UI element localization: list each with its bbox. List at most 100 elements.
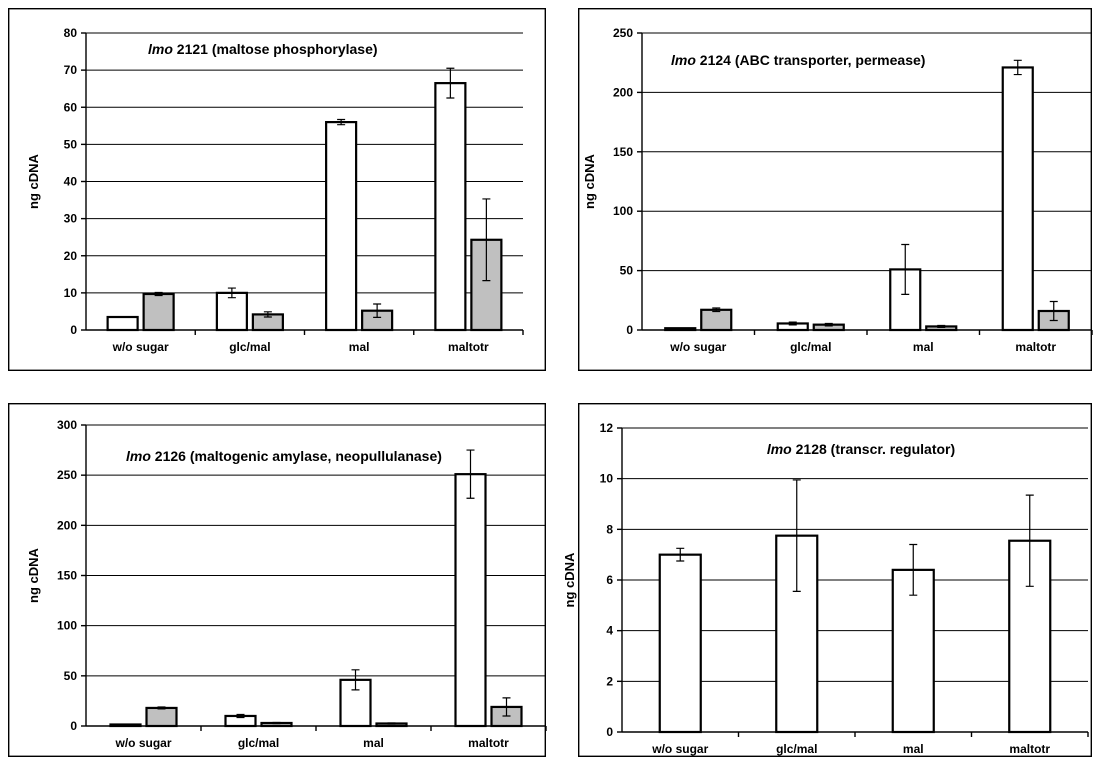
error-bar [502, 697, 511, 717]
bar [700, 308, 733, 332]
error-bar [157, 706, 166, 710]
error-bar [337, 118, 346, 126]
y-tick-label: 0 [70, 719, 77, 733]
x-category-label: mal [903, 742, 924, 756]
y-axis-label: ng cDNA [26, 153, 41, 209]
chart-title: lmo 2126 (maltogenic amylase, neopullula… [126, 448, 442, 464]
y-tick-label: 100 [57, 619, 77, 633]
x-category-label: maltotr [1009, 742, 1050, 756]
error-bar [154, 291, 163, 297]
x-category-label: mal [349, 340, 370, 354]
y-tick-label: 300 [57, 418, 77, 432]
chart-panel-lmo2126: 0 50 100 150 200 250 300 ng cDNA w/o sugar glc/ma… [7, 402, 547, 758]
y-tick-label: 250 [57, 468, 77, 482]
error-bar [482, 198, 491, 282]
error-bar [227, 287, 236, 299]
bar [142, 292, 175, 332]
error-bar [788, 321, 797, 326]
chart-svg: 0 50 100 150 200 250 300 ng cDNA w/o sugar glc/ma… [7, 402, 547, 758]
bar [145, 706, 178, 728]
y-tick-label: 250 [613, 26, 633, 40]
y-tick-label: 60 [64, 100, 78, 114]
x-category-label: maltotr [448, 340, 489, 354]
y-axis-label: ng cDNA [26, 547, 41, 603]
y-tick-label: 50 [620, 264, 634, 278]
bar [454, 473, 487, 728]
bar [325, 120, 358, 332]
error-bar [937, 324, 946, 328]
y-tick-label: 0 [606, 725, 613, 739]
error-bar [263, 311, 272, 318]
y-tick-label: 100 [613, 204, 633, 218]
x-category-label: glc/mal [229, 340, 270, 354]
chart-svg: 0 10 20 30 40 50 60 70 80 ng cDNA w/o sugar glc/mal… [7, 7, 546, 372]
y-tick-label: 6 [606, 573, 613, 587]
y-tick-label: 50 [64, 669, 78, 683]
y-tick-label: 80 [64, 26, 78, 40]
error-bar [1013, 59, 1022, 76]
y-tick-label: 150 [613, 145, 633, 159]
chart-title: lmo 2128 (transcr. regulator) [767, 441, 955, 457]
error-bar [712, 307, 721, 313]
error-bar [446, 67, 455, 99]
x-category-label: glc/mal [776, 742, 817, 756]
x-category-label: mal [913, 340, 934, 354]
x-category-label: maltotr [1015, 340, 1056, 354]
error-bar [824, 322, 833, 327]
chart-panel-lmo2128: 0 2 4 6 8 10 12 ng cDNA w/o sugar glc/mal mal malto… [562, 402, 1092, 758]
error-bar [387, 722, 396, 725]
bar [109, 723, 142, 728]
error-bar [1025, 494, 1034, 587]
y-tick-label: 150 [57, 569, 77, 583]
bar [215, 291, 248, 332]
y-tick-label: 2 [606, 674, 613, 688]
bar [658, 553, 702, 734]
chart-svg: 0 50 100 150 200 250 ng cDNA w/o sugar glc/mal ma… [577, 7, 1093, 372]
bar [1001, 66, 1034, 332]
error-bar [1049, 300, 1058, 322]
y-tick-label: 10 [600, 472, 614, 486]
y-tick-label: 30 [64, 212, 78, 226]
x-category-label: w/o sugar [112, 340, 169, 354]
chart-panel-lmo2121: 0 10 20 30 40 50 60 70 80 ng cDNA w/o sugar glc/mal… [7, 7, 546, 372]
error-bar [792, 479, 801, 592]
y-axis-label: ng cDNA [582, 153, 597, 209]
y-tick-label: 0 [70, 323, 77, 337]
chart-title: lmo 2124 (ABC transporter, permease) [671, 52, 925, 68]
chart-svg: 0 2 4 6 8 10 12 ng cDNA w/o sugar glc/mal mal malto… [562, 402, 1092, 758]
y-tick-label: 8 [606, 522, 613, 536]
error-bar [351, 669, 360, 691]
bar [891, 568, 935, 734]
error-bar [466, 449, 475, 499]
x-category-label: w/o sugar [114, 736, 171, 750]
error-bar [236, 713, 245, 719]
y-tick-label: 0 [626, 323, 633, 337]
y-axis-label: ng cDNA [562, 552, 577, 608]
bar [434, 82, 467, 332]
chart-title: lmo 2121 (maltose phosphorylase) [148, 41, 378, 57]
y-tick-label: 12 [600, 421, 614, 435]
bar [106, 315, 139, 332]
error-bar [909, 543, 918, 596]
x-category-label: glc/mal [238, 736, 279, 750]
chart-panel-lmo2124: 0 50 100 150 200 250 ng cDNA w/o sugar glc/mal ma… [577, 7, 1093, 372]
y-tick-label: 200 [57, 518, 77, 532]
y-tick-label: 200 [613, 85, 633, 99]
x-category-label: w/o sugar [651, 742, 708, 756]
bar [664, 327, 697, 332]
error-bar [373, 303, 382, 318]
y-tick-label: 40 [64, 175, 78, 189]
x-category-label: w/o sugar [669, 340, 726, 354]
x-category-label: glc/mal [790, 340, 831, 354]
x-category-label: maltotr [468, 736, 509, 750]
y-tick-label: 4 [606, 624, 613, 638]
x-category-label: mal [363, 736, 384, 750]
bar [889, 268, 922, 332]
y-tick-label: 20 [64, 249, 78, 263]
error-bar [901, 243, 910, 295]
y-tick-label: 10 [64, 286, 78, 300]
error-bar [272, 721, 281, 725]
y-tick-label: 50 [64, 137, 78, 151]
error-bar [676, 547, 685, 562]
y-tick-label: 70 [64, 63, 78, 77]
